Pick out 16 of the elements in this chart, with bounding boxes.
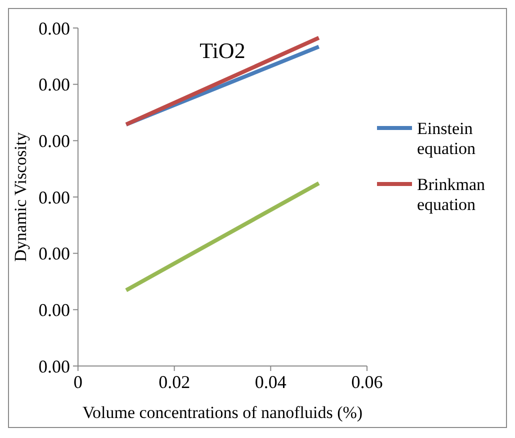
chart-title: TiO2 <box>200 38 246 63</box>
text: 0.00 <box>38 18 70 38</box>
text: 0.00 <box>38 187 70 208</box>
text: 0.00 <box>38 74 70 95</box>
y-axis-title: Dynamic Viscosity <box>11 132 30 262</box>
x-axis-title: Volume concentrations of nanofluids (%) <box>82 403 363 422</box>
text: 0.00 <box>38 356 70 376</box>
x-tick-label: 0 <box>74 372 82 392</box>
x-tick-label: 0.04 <box>254 372 286 392</box>
text: 0.00 <box>38 300 70 320</box>
x-tick-label: 0.02 <box>158 372 190 392</box>
text: 0.00 <box>38 244 70 264</box>
legend-label: Brinkman equation <box>417 174 486 214</box>
text: 0.00 <box>38 130 70 151</box>
x-tick-label: 0.06 <box>351 372 383 392</box>
legend-label: Einstein equation <box>417 118 476 158</box>
